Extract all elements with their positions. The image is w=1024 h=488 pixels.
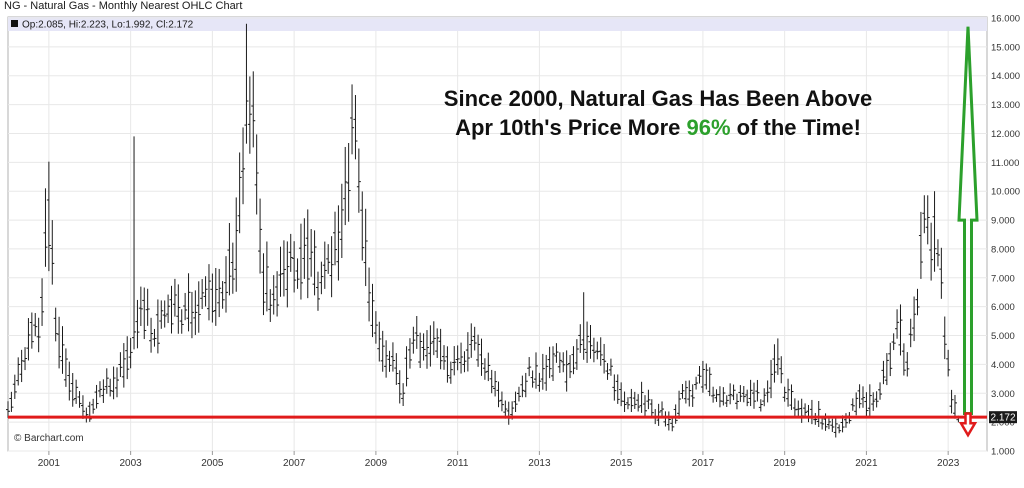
red-down-arrow-icon [958,412,978,438]
gridlines [8,17,987,452]
x-tick-label: 2005 [201,458,224,469]
y-tick-label: 14.000 [991,71,1020,82]
green-up-arrow-icon [957,26,979,415]
watermark: © Barchart.com [14,433,84,444]
y-tick-label: 10.000 [991,187,1020,198]
y-tick-label: 11.000 [991,158,1019,169]
annotation-line-2-pre: Apr 10th's Price More [455,115,686,140]
x-tick-label: 2011 [447,458,469,469]
ohlc-readout-band [8,17,987,31]
chart-title: NG - Natural Gas - Monthly Nearest OHLC … [4,0,243,12]
y-tick-label: 7.000 [991,273,1015,284]
annotation-line-1: Since 2000, Natural Gas Has Been Above [444,86,872,111]
x-tick-label: 2023 [937,458,960,469]
y-tick-label: 6.000 [991,302,1015,313]
ohlc-readout: Op:2.085, Hi:2.223, Lo:1.992, Cl:2.172 [22,20,194,31]
annotation-line-2-post: of the Time! [731,115,861,140]
annotation-percentage: 96% [686,115,730,140]
y-tick-label: 15.000 [991,42,1020,53]
y-tick-label: 8.000 [991,244,1015,255]
ohlc-readout-square [11,20,18,27]
y-tick-label: 5.000 [991,331,1015,342]
x-tick-label: 2013 [528,458,551,469]
y-tick-label: 12.000 [991,129,1020,140]
x-tick-label: 2009 [365,458,388,469]
y-tick-label: 13.000 [991,100,1020,111]
y-axis: 1.0002.0003.0004.0005.0006.0007.0008.000… [991,14,1020,458]
x-tick-label: 2021 [855,458,878,469]
y-tick-label: 3.000 [991,389,1015,400]
annotation-line-2: Apr 10th's Price More 96% of the Time! [455,115,861,140]
x-tick-label: 2003 [120,458,143,469]
x-tick-label: 2007 [283,458,306,469]
y-tick-label: 4.000 [991,360,1015,371]
x-tick-label: 2015 [610,458,633,469]
last-price-badge [989,411,1017,424]
last-price-label: 2.172 [990,413,1015,424]
x-tick-label: 2017 [692,458,715,469]
ohlc-bars [6,23,961,438]
plot-area [7,16,988,452]
x-tick-label: 2001 [38,458,61,469]
y-tick-label: 16.000 [991,14,1020,25]
y-tick-label: 9.000 [991,216,1015,227]
y-tick-label: 1.000 [991,447,1015,458]
x-axis: 2001 2003 2005 2007 2009 2011 2013 2015 2017 2019… [38,451,960,469]
x-tick-label: 2019 [774,458,797,469]
